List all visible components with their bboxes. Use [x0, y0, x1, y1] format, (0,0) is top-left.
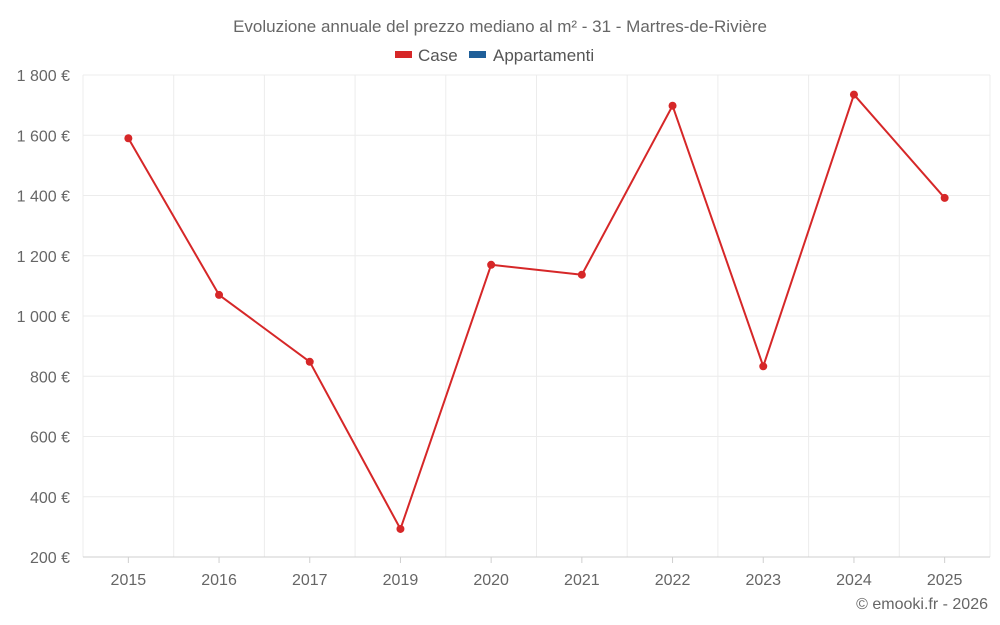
series-line-case: [127, 93, 946, 530]
y-tick-label: 1 000 €: [17, 309, 70, 326]
data-point[interactable]: [849, 90, 858, 99]
y-tick-label: 800 €: [30, 369, 70, 386]
legend-swatch-appartamenti: [469, 51, 486, 58]
credit-text: © emooki.fr - 2026: [856, 596, 988, 613]
y-tick-label: 1 800 €: [17, 68, 70, 85]
x-tick-label: 2016: [201, 572, 237, 589]
x-tick-label: 2022: [655, 572, 691, 589]
data-point[interactable]: [577, 270, 586, 279]
legend-label-case: Case: [418, 46, 458, 65]
grid: [82, 74, 991, 558]
x-tick-label: 2017: [292, 572, 328, 589]
x-tick-label: 2024: [836, 572, 872, 589]
y-tick-label: 1 200 €: [17, 249, 70, 266]
data-point[interactable]: [759, 362, 768, 371]
y-tick-label: 200 €: [30, 550, 70, 567]
data-point[interactable]: [305, 357, 314, 366]
x-tick-label: 2015: [111, 572, 147, 589]
legend-item-appartamenti[interactable]: Appartamenti: [469, 46, 594, 65]
y-tick-label: 1 400 €: [17, 189, 70, 206]
legend-item-case[interactable]: Case: [395, 46, 458, 65]
y-tick-label: 1 600 €: [17, 128, 70, 145]
legend: Case Appartamenti: [395, 46, 594, 65]
chart-title: Evoluzione annuale del prezzo mediano al…: [233, 17, 767, 36]
data-point[interactable]: [124, 134, 133, 143]
data-point[interactable]: [940, 193, 949, 202]
legend-swatch-case: [395, 51, 412, 58]
x-tick-label: 2021: [564, 572, 600, 589]
y-tick-label: 600 €: [30, 430, 70, 447]
legend-label-appartamenti: Appartamenti: [493, 46, 594, 65]
data-point[interactable]: [487, 260, 496, 269]
x-tick-label: 2023: [745, 572, 781, 589]
x-tick-label: 2019: [383, 572, 419, 589]
x-tick-label: 2020: [473, 572, 509, 589]
data-point[interactable]: [668, 101, 677, 110]
y-tick-label: 400 €: [30, 490, 70, 507]
data-point[interactable]: [396, 524, 405, 533]
x-tick-label: 2025: [927, 572, 963, 589]
x-axis: 2015 2016 2017 2019 2020 2021 2022 2023 2024 2025: [83, 556, 990, 589]
y-axis: 200 € 400 € 600 € 800 € 1 000 € 1 200 € 1 400 …: [17, 68, 70, 567]
data-point[interactable]: [215, 290, 224, 299]
series-layer: [124, 90, 949, 533]
